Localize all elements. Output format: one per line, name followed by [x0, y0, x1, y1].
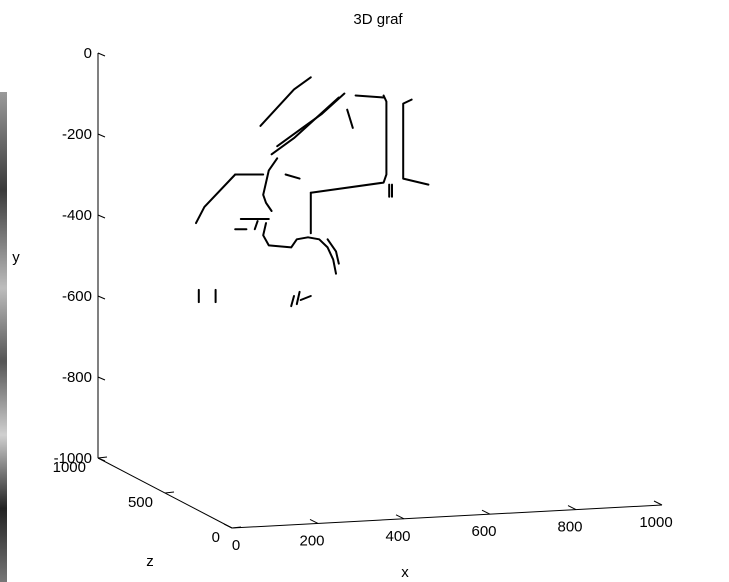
y-tick-label: -400: [62, 207, 92, 224]
y-tick: [97, 457, 106, 462]
x-axis-label: x: [401, 564, 409, 581]
x-tick: [395, 514, 405, 520]
data-line: [326, 238, 340, 265]
y-tick-label: -600: [62, 288, 92, 305]
z-tick-label: 1000: [53, 459, 86, 476]
z-tick: [164, 491, 175, 494]
y-tick: [97, 133, 106, 138]
y-tick: [97, 214, 106, 219]
axes: [97, 53, 663, 529]
y-tick: [97, 295, 106, 300]
data-line: [295, 290, 301, 306]
z-tick-label: 500: [128, 494, 153, 511]
y-axis-label: y: [12, 249, 20, 266]
data-line: [346, 108, 354, 129]
data-line: [270, 96, 340, 156]
y-tick-label: -800: [62, 369, 92, 386]
x-tick-label: 400: [385, 528, 410, 545]
data-line: [354, 94, 385, 99]
y-tick: [97, 376, 106, 381]
background-photo-strip: [0, 92, 7, 582]
data-line: [195, 173, 237, 225]
x-tick-label: 600: [471, 523, 496, 540]
x-axis-line: [231, 504, 663, 529]
y-tick-label: -1000: [54, 450, 92, 467]
x-tick-label: 800: [557, 519, 582, 536]
data-line: [259, 76, 312, 127]
x-tick-label: 0: [232, 537, 240, 554]
data-line: [290, 295, 295, 308]
data-line: [284, 173, 301, 180]
z-axis-label: z: [146, 553, 154, 570]
x-tick: [223, 523, 233, 529]
y-tick: [97, 52, 106, 57]
tick-labels: 0 200 400 600 800 1000 0 -200 -400 -600 -800 -1000 0…: [53, 45, 673, 554]
data-lines: [195, 76, 430, 308]
x-tick: [653, 500, 663, 506]
x-tick: [567, 505, 577, 511]
x-tick: [481, 509, 491, 515]
tick-marks: [97, 52, 663, 529]
z-tick: [97, 456, 108, 459]
chart-title: 3D graf: [353, 11, 403, 28]
data-line: [402, 98, 430, 186]
z-tick-label: 0: [212, 529, 220, 546]
data-line: [262, 222, 337, 275]
y-tick-label: -200: [62, 126, 92, 143]
data-line: [309, 94, 388, 194]
z-tick: [231, 526, 242, 529]
data-line: [299, 295, 312, 301]
x-tick-label: 1000: [639, 514, 672, 531]
y-tick-label: 0: [84, 45, 92, 62]
data-line: [262, 157, 279, 212]
x-tick-label: 200: [299, 532, 324, 549]
data-line: [253, 220, 259, 231]
x-tick: [309, 518, 319, 524]
